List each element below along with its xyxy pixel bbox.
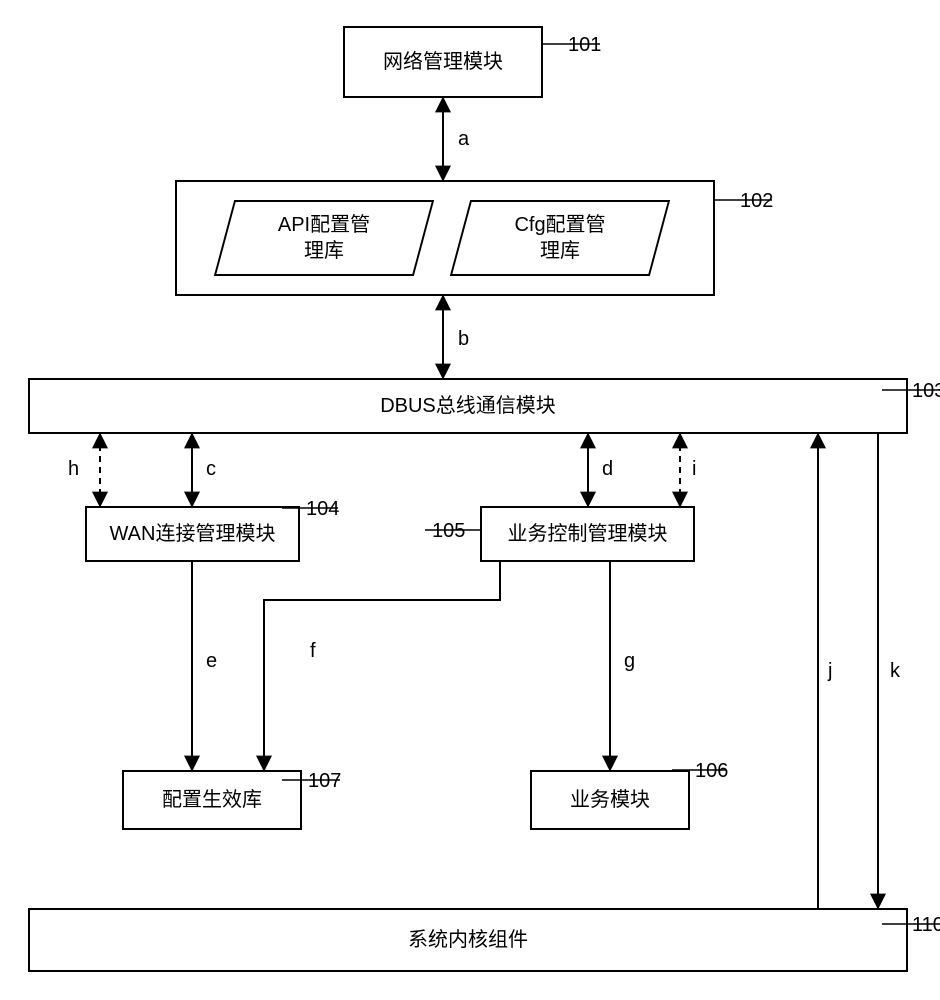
node-104: WAN连接管理模块 — [85, 506, 300, 562]
edge-label-j: j — [828, 660, 832, 683]
label-107: 107 — [308, 770, 341, 793]
edge-label-e: e — [206, 650, 217, 673]
label-103: 103 — [912, 380, 940, 403]
diagram-canvas: 网络管理模块 API配置管理库 Cfg配置管理库 DBUS总线通信模块 WAN连… — [0, 0, 940, 1000]
node-110-label: 系统内核组件 — [408, 927, 528, 953]
node-107: 配置生效库 — [122, 770, 302, 830]
node-103-label: DBUS总线通信模块 — [380, 393, 556, 419]
edge-label-c: c — [206, 458, 216, 481]
label-105: 105 — [432, 520, 465, 543]
node-106-label: 业务模块 — [570, 787, 650, 813]
node-110: 系统内核组件 — [28, 908, 908, 972]
label-101: 101 — [568, 34, 601, 57]
edge-label-a: a — [458, 128, 469, 151]
label-106: 106 — [695, 760, 728, 783]
node-102a: API配置管理库 — [214, 200, 434, 276]
label-104: 104 — [306, 498, 339, 521]
node-106: 业务模块 — [530, 770, 690, 830]
edge-label-h: h — [68, 458, 79, 481]
node-101: 网络管理模块 — [343, 26, 543, 98]
node-104-label: WAN连接管理模块 — [110, 521, 276, 547]
node-102b-label: Cfg配置管理库 — [514, 212, 605, 264]
edge-label-f: f — [310, 640, 316, 663]
connector-layer — [0, 0, 940, 1000]
node-103: DBUS总线通信模块 — [28, 378, 908, 434]
node-105-label: 业务控制管理模块 — [508, 521, 668, 547]
node-101-label: 网络管理模块 — [383, 49, 503, 75]
edge-label-k: k — [890, 660, 900, 683]
label-110: 110 — [912, 914, 940, 937]
edge-label-d: d — [602, 458, 613, 481]
label-102: 102 — [740, 190, 773, 213]
node-102a-label: API配置管理库 — [278, 212, 370, 264]
node-105: 业务控制管理模块 — [480, 506, 695, 562]
edge-label-g: g — [624, 650, 635, 673]
node-107-label: 配置生效库 — [162, 787, 262, 813]
node-102b: Cfg配置管理库 — [450, 200, 670, 276]
edge-label-b: b — [458, 328, 469, 351]
edge-label-i: i — [692, 458, 696, 481]
